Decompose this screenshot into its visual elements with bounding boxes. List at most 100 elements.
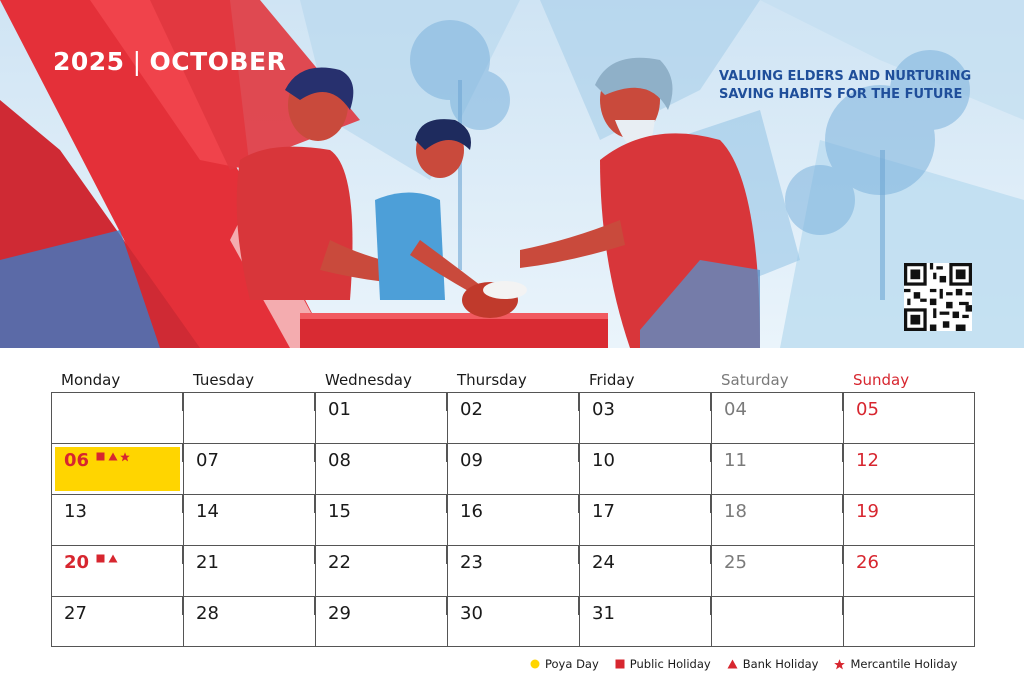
date-cell-24[interactable]: 24 [579, 545, 711, 596]
date-number: 05 [856, 399, 879, 420]
date-number: 28 [196, 603, 219, 624]
holiday-markers [96, 554, 118, 564]
date-cell-29[interactable]: 29 [315, 596, 447, 647]
date-cell-27[interactable]: 27 [51, 596, 183, 647]
triangle-icon [108, 554, 118, 563]
date-cell-15[interactable]: 15 [315, 494, 447, 545]
empty-date-cell [843, 596, 975, 647]
date-cell-30[interactable]: 30 [447, 596, 579, 647]
weekday-header-row: Monday Tuesday Wednesday Thursday Friday… [51, 366, 973, 392]
legend-label: Public Holiday [629, 657, 711, 671]
qr-code[interactable] [904, 263, 972, 331]
family-saving-illustration [0, 0, 1024, 348]
date-number: 09 [460, 450, 483, 471]
date-number: 24 [592, 552, 615, 573]
date-cell-12[interactable]: 12 [843, 443, 975, 494]
month-label: OCTOBER [149, 47, 287, 76]
empty-date-cell [711, 596, 843, 647]
date-cell-31[interactable]: 31 [579, 596, 711, 647]
date-cell-06[interactable]: 06 [51, 443, 183, 494]
date-cell-14[interactable]: 14 [183, 494, 315, 545]
weekday-monday: Monday [61, 371, 121, 389]
qr-code-icon [904, 263, 972, 331]
date-cell-22[interactable]: 22 [315, 545, 447, 596]
date-number: 25 [724, 552, 747, 573]
date-number: 12 [856, 450, 879, 471]
date-number: 03 [592, 399, 615, 420]
date-number: 04 [724, 399, 747, 420]
star-icon [834, 658, 846, 669]
date-number: 26 [856, 552, 879, 573]
title-separator: | [132, 47, 142, 76]
date-cell-11[interactable]: 11 [711, 443, 843, 494]
weekday-saturday: Saturday [721, 371, 789, 389]
date-cell-02[interactable]: 02 [447, 392, 579, 443]
date-number: 29 [328, 603, 351, 624]
date-cell-04[interactable]: 04 [711, 392, 843, 443]
tagline: VALUING ELDERS AND NURTURING SAVING HABI… [719, 68, 971, 104]
date-cell-09[interactable]: 09 [447, 443, 579, 494]
date-cell-21[interactable]: 21 [183, 545, 315, 596]
date-cell-03[interactable]: 03 [579, 392, 711, 443]
date-cell-13[interactable]: 13 [51, 494, 183, 545]
legend-label: Bank Holiday [742, 657, 819, 671]
star-icon [120, 452, 130, 462]
date-cell-05[interactable]: 05 [843, 392, 975, 443]
illustration-banner: 2025 | OCTOBER VALUING ELDERS AND NURTURIN… [0, 0, 1024, 348]
holiday-markers [96, 452, 130, 462]
date-cell-28[interactable]: 28 [183, 596, 315, 647]
date-number: 22 [328, 552, 351, 573]
holiday-legend: Poya Day Public Holiday Bank Holiday Mer… [530, 657, 957, 671]
square-icon [96, 452, 105, 461]
date-grid: 01 02 03 04 05 06 07 08 09 10 11 12 13 14 15 16 17 18 19 20… [51, 392, 975, 647]
calendar-grid: Monday Tuesday Wednesday Thursday Friday… [51, 366, 975, 647]
date-number: 15 [328, 501, 351, 522]
date-number: 08 [328, 450, 351, 471]
date-cell-23[interactable]: 23 [447, 545, 579, 596]
date-number: 02 [460, 399, 483, 420]
tagline-line-1: VALUING ELDERS AND NURTURING [719, 69, 972, 84]
date-cell-26[interactable]: 26 [843, 545, 975, 596]
triangle-icon [108, 452, 118, 461]
square-icon [96, 554, 105, 563]
date-cell-17[interactable]: 17 [579, 494, 711, 545]
date-number: 31 [592, 603, 615, 624]
empty-date-cell [183, 392, 315, 443]
date-number: 30 [460, 603, 483, 624]
date-number: 11 [724, 450, 747, 471]
weekday-friday: Friday [589, 371, 635, 389]
tagline-line-2: SAVING HABITS FOR THE FUTURE [719, 87, 963, 102]
legend-bank-holiday: Bank Holiday [727, 657, 819, 671]
weekday-sunday: Sunday [853, 371, 910, 389]
circle-icon [530, 659, 540, 669]
date-cell-19[interactable]: 19 [843, 494, 975, 545]
date-number: 17 [592, 501, 615, 522]
date-cell-25[interactable]: 25 [711, 545, 843, 596]
legend-label: Mercantile Holiday [850, 657, 958, 671]
legend-poya-day: Poya Day [530, 657, 599, 671]
date-number: 06 [64, 450, 90, 471]
date-number: 27 [64, 603, 87, 624]
date-number: 07 [196, 450, 219, 471]
date-cell-01[interactable]: 01 [315, 392, 447, 443]
date-number: 10 [592, 450, 615, 471]
date-cell-07[interactable]: 07 [183, 443, 315, 494]
date-number: 14 [196, 501, 219, 522]
date-number: 21 [196, 552, 219, 573]
date-cell-10[interactable]: 10 [579, 443, 711, 494]
empty-date-cell [51, 392, 183, 443]
weekday-tuesday: Tuesday [193, 371, 255, 389]
date-cell-08[interactable]: 08 [315, 443, 447, 494]
year-label: 2025 [53, 47, 125, 76]
legend-public-holiday: Public Holiday [615, 657, 711, 671]
date-number: 18 [724, 501, 747, 522]
square-icon [615, 659, 625, 669]
weekday-wednesday: Wednesday [325, 371, 412, 389]
calendar-title: 2025 | OCTOBER [53, 47, 286, 76]
date-cell-20[interactable]: 20 [51, 545, 183, 596]
date-number: 20 [64, 552, 90, 573]
poya-day-highlight [55, 447, 180, 491]
date-cell-18[interactable]: 18 [711, 494, 843, 545]
date-cell-16[interactable]: 16 [447, 494, 579, 545]
date-number: 19 [856, 501, 879, 522]
